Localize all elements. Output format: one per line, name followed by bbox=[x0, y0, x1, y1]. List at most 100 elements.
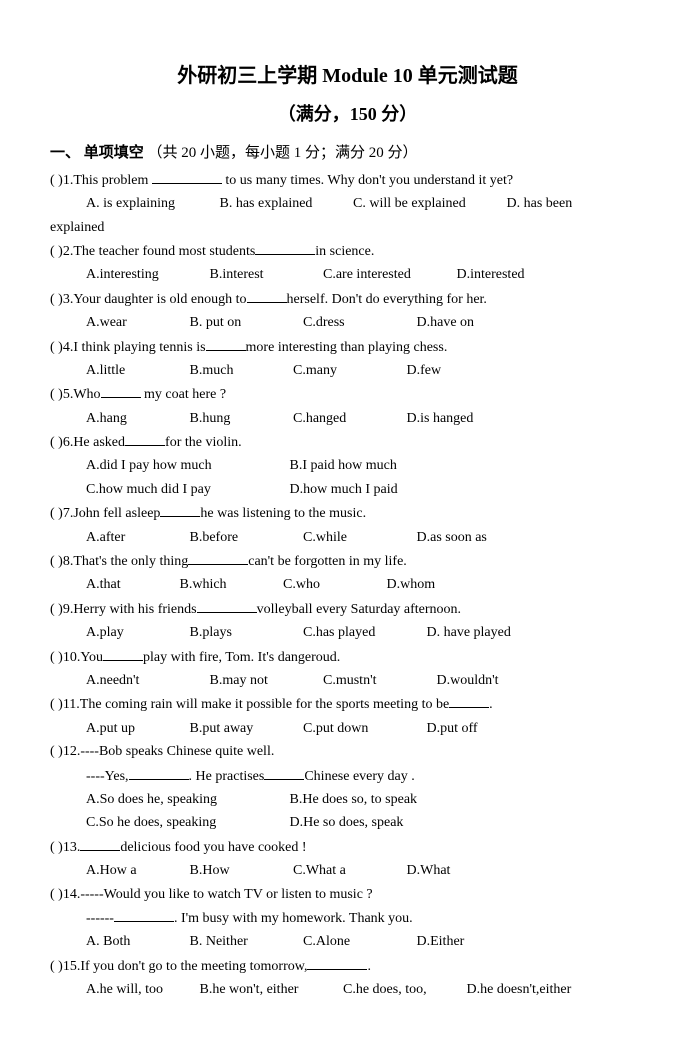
q4-opt-a: A.little bbox=[86, 360, 186, 382]
q4-stem-a: ( )4.I think playing tennis is bbox=[50, 340, 206, 355]
blank bbox=[114, 907, 174, 922]
q12-l2a: ----Yes, bbox=[86, 769, 129, 784]
q3-stem-a: ( )3.Your daughter is old enough to bbox=[50, 292, 247, 307]
blank bbox=[188, 550, 248, 565]
q15-stem-b: . bbox=[367, 959, 371, 974]
question-4: ( )4.I think playing tennis ismore inter… bbox=[50, 336, 645, 383]
blank bbox=[197, 598, 257, 613]
q6-opt-d: D.how much I paid bbox=[290, 479, 398, 501]
q10-stem-b: play with fire, Tom. It's dangeroud. bbox=[143, 650, 340, 665]
blank bbox=[307, 955, 367, 970]
q13-opt-d: D.What bbox=[407, 860, 451, 882]
question-1: ( )1.This problem to us many times. Why … bbox=[50, 169, 645, 239]
q3-opt-d: D.have on bbox=[417, 312, 475, 334]
q5-stem-a: ( )5.Who bbox=[50, 387, 101, 402]
q5-opt-c: C.hanged bbox=[293, 408, 403, 430]
q1-opt-c: C. will be explained bbox=[353, 193, 503, 215]
q15-opt-c: C.he does, too, bbox=[343, 979, 463, 1001]
q3-opt-c: C.dress bbox=[303, 312, 413, 334]
q14-l2a: ------ bbox=[86, 911, 114, 926]
q3-opt-a: A.wear bbox=[86, 312, 186, 334]
q15-opt-d: D.he doesn't,either bbox=[467, 979, 572, 1001]
question-6: ( )6.He askedfor the violin. A.did I pay… bbox=[50, 431, 645, 501]
question-12: ( )12.----Bob speaks Chinese quite well.… bbox=[50, 741, 645, 835]
question-14: ( )14.-----Would you like to watch TV or… bbox=[50, 884, 645, 954]
q2-opt-b: B.interest bbox=[210, 264, 320, 286]
question-10: ( )10.You play with fire, Tom. It's dange… bbox=[50, 646, 645, 693]
q15-opt-b: B.he won't, either bbox=[200, 979, 340, 1001]
q14-line1: ( )14.-----Would you like to watch TV or… bbox=[50, 884, 645, 906]
blank bbox=[255, 240, 315, 255]
q2-stem-a: ( )2.The teacher found most students bbox=[50, 244, 255, 259]
q6-stem-a: ( )6.He asked bbox=[50, 435, 125, 450]
blank bbox=[129, 765, 189, 780]
q5-opt-b: B.hung bbox=[190, 408, 290, 430]
q10-opt-b: B.may not bbox=[210, 670, 320, 692]
q13-stem-b: delicious food you have cooked ! bbox=[120, 840, 306, 855]
q10-opt-d: D.wouldn't bbox=[437, 670, 499, 692]
q11-opt-b: B.put away bbox=[190, 718, 300, 740]
q5-opt-d: D.is hanged bbox=[407, 408, 474, 430]
q10-stem-a: ( )10.You bbox=[50, 650, 103, 665]
q9-opt-c: C.has played bbox=[303, 622, 423, 644]
question-11: ( )11.The coming rain will make it possi… bbox=[50, 693, 645, 740]
question-7: ( )7.John fell asleephe was listening to… bbox=[50, 502, 645, 549]
q8-opt-a: A.that bbox=[86, 574, 176, 596]
q2-stem-b: in science. bbox=[315, 244, 374, 259]
q10-opt-c: C.mustn't bbox=[323, 670, 433, 692]
question-5: ( )5.Who my coat here ? A.hang B.hung C.… bbox=[50, 383, 645, 430]
q13-stem-a: ( )13. bbox=[50, 840, 80, 855]
page-title: 外研初三上学期 Module 10 单元测试题 bbox=[50, 60, 645, 92]
q4-opt-d: D.few bbox=[407, 360, 442, 382]
q1-stem-a: ( )1.This problem bbox=[50, 173, 152, 188]
blank bbox=[247, 288, 287, 303]
q8-opt-b: B.which bbox=[180, 574, 280, 596]
q11-opt-a: A.put up bbox=[86, 718, 186, 740]
q1-opt-d-b: explained bbox=[50, 217, 645, 239]
q7-stem-a: ( )7.John fell asleep bbox=[50, 506, 160, 521]
section-1-header: 一、 单项填空 （共 20 小题，每小题 1 分；满分 20 分） bbox=[50, 141, 645, 165]
q12-l2b: . He practises bbox=[189, 769, 265, 784]
q12-opt-d: D.He so does, speak bbox=[290, 812, 404, 834]
q11-opt-c: C.put down bbox=[303, 718, 423, 740]
q12-opt-b: B.He does so, to speak bbox=[290, 789, 418, 811]
q14-opt-c: C.Alone bbox=[303, 931, 413, 953]
blank bbox=[206, 336, 246, 351]
section-1-note: （共 20 小题，每小题 1 分；满分 20 分） bbox=[148, 145, 418, 161]
question-2: ( )2.The teacher found most students in s… bbox=[50, 240, 645, 287]
q4-opt-b: B.much bbox=[190, 360, 290, 382]
question-13: ( )13.delicious food you have cooked ! A… bbox=[50, 836, 645, 883]
q8-stem-a: ( )8.That's the only thing bbox=[50, 554, 188, 569]
q6-opt-b: B.I paid how much bbox=[290, 455, 397, 477]
q11-opt-d: D.put off bbox=[427, 718, 478, 740]
page-subtitle: （满分，150 分） bbox=[50, 100, 645, 129]
blank bbox=[103, 646, 143, 661]
q9-stem-a: ( )9.Herry with his friends bbox=[50, 602, 197, 617]
question-8: ( )8.That's the only thingcan't be forgo… bbox=[50, 550, 645, 597]
q2-opt-d: D.interested bbox=[457, 264, 525, 286]
blank bbox=[264, 765, 304, 780]
blank bbox=[152, 169, 222, 184]
q9-opt-b: B.plays bbox=[190, 622, 300, 644]
q12-opt-a: A.So does he, speaking bbox=[86, 789, 286, 811]
q3-stem-b: herself. Don't do everything for her. bbox=[287, 292, 487, 307]
q1-opt-b: B. has explained bbox=[220, 193, 350, 215]
q15-opt-a: A.he will, too bbox=[86, 979, 196, 1001]
q15-stem-a: ( )15.If you don't go to the meeting tom… bbox=[50, 959, 307, 974]
q1-opt-a: A. is explaining bbox=[86, 193, 216, 215]
q2-opt-a: A.interesting bbox=[86, 264, 206, 286]
q10-opt-a: A.needn't bbox=[86, 670, 206, 692]
q14-opt-b: B. Neither bbox=[190, 931, 300, 953]
q7-opt-d: D.as soon as bbox=[417, 527, 487, 549]
question-15: ( )15.If you don't go to the meeting tom… bbox=[50, 955, 645, 1002]
q1-opt-d-a: D. has been bbox=[507, 193, 573, 215]
blank bbox=[160, 502, 200, 517]
q4-opt-c: C.many bbox=[293, 360, 403, 382]
q14-opt-d: D.Either bbox=[417, 931, 465, 953]
q14-opt-a: A. Both bbox=[86, 931, 186, 953]
q6-opt-a: A.did I pay how much bbox=[86, 455, 286, 477]
q8-opt-c: C.who bbox=[283, 574, 383, 596]
q12-opt-c: C.So he does, speaking bbox=[86, 812, 286, 834]
q13-opt-b: B.How bbox=[190, 860, 290, 882]
q6-opt-c: C.how much did I pay bbox=[86, 479, 286, 501]
